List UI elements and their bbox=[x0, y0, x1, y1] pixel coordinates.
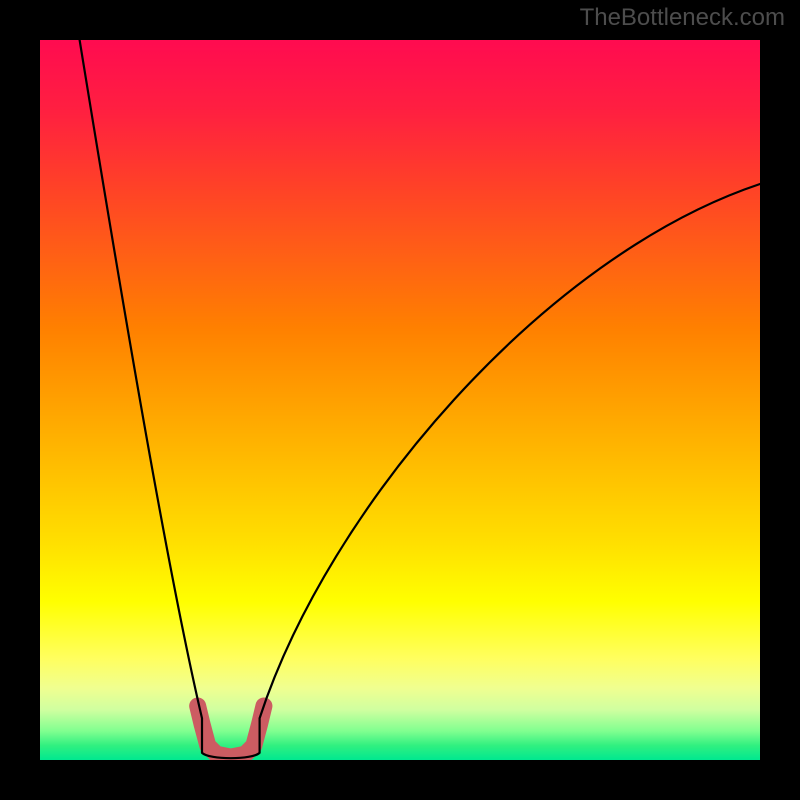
curve-layer bbox=[40, 40, 760, 760]
notch-marker bbox=[198, 706, 264, 757]
bottleneck-curve bbox=[80, 40, 760, 758]
watermark-text: TheBottleneck.com bbox=[580, 4, 785, 32]
plot-area bbox=[40, 40, 760, 760]
chart-container: TheBottleneck.com bbox=[0, 0, 800, 800]
